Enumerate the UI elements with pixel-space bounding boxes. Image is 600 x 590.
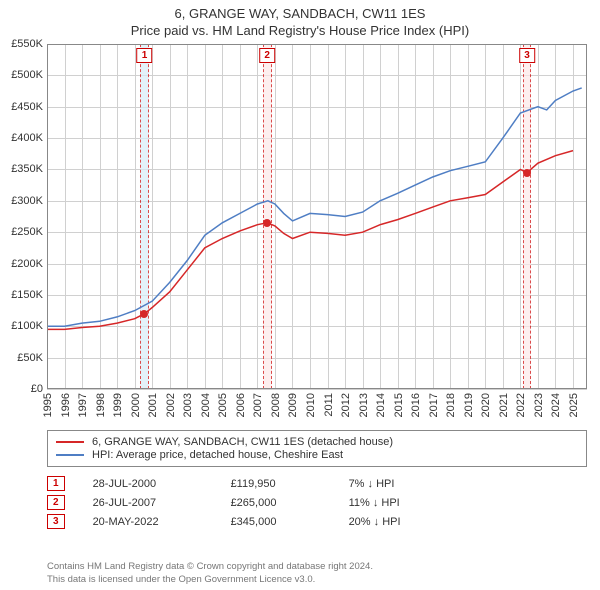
x-axis-label: 1999	[112, 393, 124, 417]
sale-date: 20-MAY-2022	[93, 516, 203, 528]
chart-lines-svg	[47, 44, 587, 389]
legend-row: 6, GRANGE WAY, SANDBACH, CW11 1ES (detac…	[56, 436, 578, 448]
sale-date: 26-JUL-2007	[93, 497, 203, 509]
sale-hpi-delta: 20% ↓ HPI	[349, 516, 401, 528]
y-axis-label: £200K	[11, 258, 43, 270]
sale-number-box: 1	[47, 476, 65, 491]
chart-plot-area: £0£50K£100K£150K£200K£250K£300K£350K£400…	[47, 44, 587, 389]
sale-row: 1 28-JUL-2000 £119,950 7% ↓ HPI	[47, 476, 587, 491]
y-axis-label: £300K	[11, 195, 43, 207]
y-axis-label: £400K	[11, 132, 43, 144]
chart-subtitle: Price paid vs. HM Land Registry's House …	[0, 23, 600, 40]
chart-legend: 6, GRANGE WAY, SANDBACH, CW11 1ES (detac…	[47, 430, 587, 467]
y-axis-label: £150K	[11, 289, 43, 301]
x-axis-label: 1997	[77, 393, 89, 417]
legend-swatch	[56, 454, 84, 456]
x-axis-label: 2002	[165, 393, 177, 417]
x-axis-label: 2022	[515, 393, 527, 417]
series-line-price_paid	[47, 151, 573, 330]
sale-dot	[523, 169, 531, 177]
legend-label: 6, GRANGE WAY, SANDBACH, CW11 1ES (detac…	[92, 436, 393, 448]
sale-row: 3 20-MAY-2022 £345,000 20% ↓ HPI	[47, 514, 587, 529]
sale-marker-label: 1	[137, 48, 153, 63]
sale-price: £345,000	[231, 516, 321, 528]
x-axis-label: 2018	[445, 393, 457, 417]
x-axis-label: 2004	[200, 393, 212, 417]
gridline-horizontal	[47, 389, 587, 390]
x-axis-label: 2021	[498, 393, 510, 417]
x-axis-label: 2016	[410, 393, 422, 417]
x-axis-label: 2013	[358, 393, 370, 417]
y-axis-label: £100K	[11, 320, 43, 332]
x-axis-label: 2014	[375, 393, 387, 417]
sale-price: £119,950	[231, 478, 321, 490]
x-axis-label: 2007	[252, 393, 264, 417]
x-axis-label: 2023	[533, 393, 545, 417]
x-axis-label: 2019	[463, 393, 475, 417]
footnote-line: This data is licensed under the Open Gov…	[47, 574, 373, 586]
series-line-hpi	[47, 88, 582, 326]
x-axis-label: 2015	[393, 393, 405, 417]
legend-row: HPI: Average price, detached house, Ches…	[56, 449, 578, 461]
x-axis-label: 2025	[568, 393, 580, 417]
sale-date: 28-JUL-2000	[93, 478, 203, 490]
sales-table: 1 28-JUL-2000 £119,950 7% ↓ HPI 2 26-JUL-2007…	[47, 472, 587, 533]
sale-marker-label: 2	[259, 48, 275, 63]
legend-label: HPI: Average price, detached house, Ches…	[92, 449, 343, 461]
x-axis-label: 2009	[287, 393, 299, 417]
chart-title: 6, GRANGE WAY, SANDBACH, CW11 1ES	[0, 0, 600, 23]
x-axis-label: 2012	[340, 393, 352, 417]
chart-footnote: Contains HM Land Registry data © Crown c…	[47, 561, 373, 586]
x-axis-label: 2001	[147, 393, 159, 417]
sale-dot	[140, 310, 148, 318]
y-axis-label: £350K	[11, 163, 43, 175]
y-axis-label: £450K	[11, 101, 43, 113]
sale-hpi-delta: 7% ↓ HPI	[349, 478, 395, 490]
sale-row: 2 26-JUL-2007 £265,000 11% ↓ HPI	[47, 495, 587, 510]
x-axis-label: 1998	[95, 393, 107, 417]
sale-number-box: 3	[47, 514, 65, 529]
x-axis-label: 2011	[323, 393, 335, 417]
x-axis-label: 2000	[130, 393, 142, 417]
x-axis-label: 1996	[60, 393, 72, 417]
y-axis-label: £250K	[11, 226, 43, 238]
y-axis-label: £550K	[11, 38, 43, 50]
sale-price: £265,000	[231, 497, 321, 509]
sale-number-box: 2	[47, 495, 65, 510]
x-axis-label: 2010	[305, 393, 317, 417]
x-axis-label: 2017	[428, 393, 440, 417]
x-axis-label: 2006	[235, 393, 247, 417]
x-axis-label: 2020	[480, 393, 492, 417]
x-axis-label: 2024	[550, 393, 562, 417]
y-axis-label: £500K	[11, 69, 43, 81]
x-axis-label: 2003	[182, 393, 194, 417]
sale-hpi-delta: 11% ↓ HPI	[349, 497, 400, 509]
sale-dot	[263, 219, 271, 227]
x-axis-label: 1995	[42, 393, 54, 417]
sale-marker-label: 3	[519, 48, 535, 63]
footnote-line: Contains HM Land Registry data © Crown c…	[47, 561, 373, 573]
chart-container: 6, GRANGE WAY, SANDBACH, CW11 1ES Price …	[0, 0, 600, 590]
x-axis-label: 2005	[217, 393, 229, 417]
x-axis-label: 2008	[270, 393, 282, 417]
legend-swatch	[56, 441, 84, 443]
y-axis-label: £50K	[17, 352, 43, 364]
